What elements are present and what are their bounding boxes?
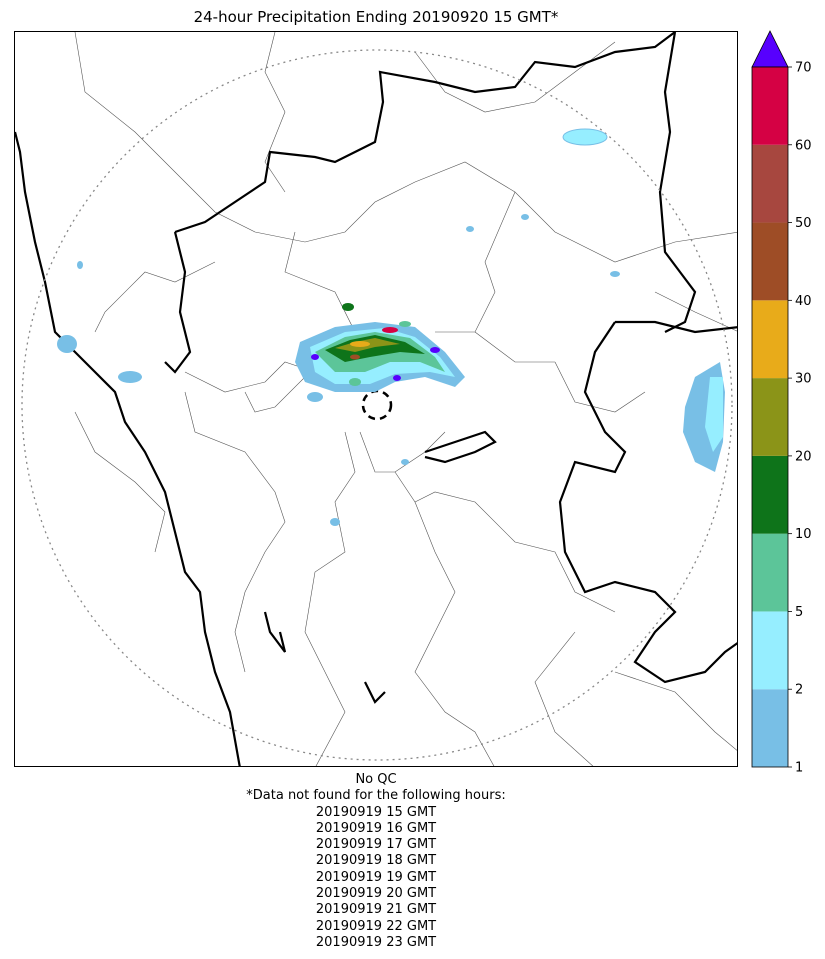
missing-data-note: *Data not found for the following hours: [246, 788, 506, 804]
colorbar-bin [752, 378, 788, 456]
missing-hour: 20190919 18 GMT [315, 853, 437, 869]
precipitation-map [14, 31, 738, 767]
colorbar-tick-label: 40 [795, 294, 812, 309]
missing-hour: 20190919 23 GMT [315, 934, 437, 950]
missing-hour: 20190919 19 GMT [315, 869, 437, 885]
colorbar-tick-label: 30 [795, 372, 812, 387]
map-canvas [15, 32, 737, 766]
colorbar-tick-label: 5 [795, 605, 803, 620]
colorbar-overflow-triangle [751, 30, 789, 68]
colorbar-tick-label: 2 [795, 683, 803, 698]
missing-hour: 20190919 20 GMT [315, 886, 437, 902]
district-boundaries [74, 32, 737, 766]
missing-hour: 20190919 22 GMT [315, 918, 437, 934]
radar-site-marker [361, 389, 393, 421]
map-title: 24-hour Precipitation Ending 20190920 15… [193, 8, 559, 26]
colorbar-bin [752, 611, 788, 690]
qc-status: No QC [355, 772, 397, 787]
colorbar-bin [752, 222, 788, 301]
precipitation-cells [57, 128, 725, 526]
colorbar: 1 2 5 10 20 30 40 50 60 70 [751, 30, 812, 776]
missing-hour: 20190919 16 GMT [315, 820, 437, 836]
range-ring [21, 49, 733, 761]
state-boundaries [15, 32, 737, 766]
missing-hour: 20190919 21 GMT [315, 902, 437, 918]
colorbar-tick-label: 1 [795, 761, 803, 776]
missing-hour: 20190919 15 GMT [315, 804, 437, 820]
footer: No QC *Data not found for the following … [14, 772, 738, 951]
colorbar-bin [752, 455, 788, 534]
colorbar-svg: 1 2 5 10 20 30 40 50 60 70 [751, 30, 812, 776]
colorbar-bin [752, 533, 788, 612]
colorbar-bin [752, 689, 788, 767]
colorbar-tick-label: 60 [795, 138, 812, 153]
missing-hour: 20190919 17 GMT [315, 837, 437, 853]
colorbar-frame [751, 66, 789, 768]
colorbar-bin [752, 300, 788, 379]
colorbar-bin [752, 144, 788, 223]
colorbar-tick-label: 10 [795, 527, 812, 542]
colorbar-bin [752, 67, 788, 145]
colorbar-tick-label: 70 [795, 61, 812, 76]
colorbar-tick-label: 20 [795, 449, 812, 464]
colorbar-tick-label: 50 [795, 216, 812, 231]
